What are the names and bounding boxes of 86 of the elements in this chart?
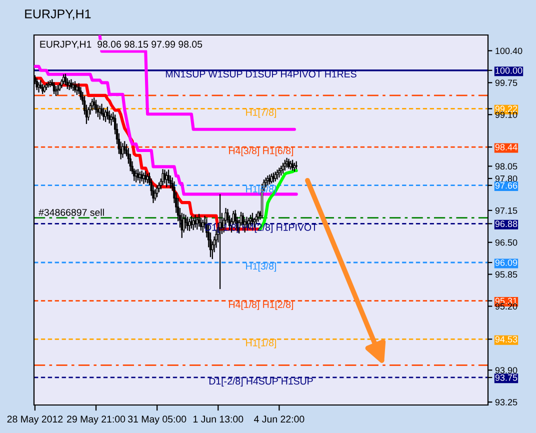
candlestick bbox=[154, 188, 156, 202]
y-tick-label: 94.53 bbox=[495, 336, 518, 343]
candlestick bbox=[92, 96, 96, 110]
candlestick bbox=[164, 169, 166, 184]
candlestick bbox=[266, 174, 269, 186]
y-tick-label: 99.75 bbox=[495, 80, 518, 86]
y-tick-label: 95.85 bbox=[495, 271, 518, 278]
y-tick-label: 93.75 bbox=[495, 374, 518, 381]
candlestick bbox=[104, 109, 107, 123]
candlestick bbox=[257, 210, 260, 222]
candlestick bbox=[49, 80, 52, 88]
candlestick bbox=[122, 142, 124, 158]
y-tick-label: 96.88 bbox=[495, 220, 518, 228]
candlestick bbox=[124, 140, 126, 154]
candlestick bbox=[142, 172, 145, 184]
candlestick bbox=[272, 172, 275, 183]
candlestick bbox=[198, 213, 200, 228]
candlestick bbox=[156, 184, 158, 198]
candlestick bbox=[184, 214, 187, 230]
y-tick-label: 96.09 bbox=[495, 259, 518, 266]
x-tick-label: 31 May 05:00 bbox=[128, 416, 186, 424]
candlestick bbox=[98, 105, 101, 120]
candlestick bbox=[288, 158, 290, 170]
candlestick bbox=[56, 84, 59, 96]
y-tick-label: 97.66 bbox=[495, 182, 518, 189]
candlestick bbox=[140, 170, 143, 182]
candlestick bbox=[87, 106, 90, 122]
candlestick bbox=[41, 84, 44, 95]
candlestick bbox=[166, 171, 168, 188]
candlestick bbox=[102, 107, 105, 122]
candlestick bbox=[52, 82, 56, 95]
ref-line-label: H1[1/8] bbox=[246, 339, 276, 348]
candlestick bbox=[91, 98, 94, 112]
candlestick bbox=[192, 217, 194, 231]
candlestick bbox=[186, 216, 189, 232]
candlestick bbox=[146, 173, 149, 184]
y-tick-label: 97.15 bbox=[495, 207, 518, 214]
y-tick-label: 93.90 bbox=[495, 367, 518, 374]
ref-line-label: H1[3/8] bbox=[246, 262, 276, 272]
candlestick bbox=[194, 214, 196, 228]
ref-line-label: H4[3/8] H1[6/8] bbox=[229, 147, 294, 156]
y-tick-label: 93.25 bbox=[495, 399, 518, 406]
candlestick bbox=[134, 169, 138, 183]
candlestick bbox=[94, 99, 98, 114]
candlestick bbox=[158, 182, 160, 193]
candlestick bbox=[64, 73, 67, 86]
candlestick bbox=[268, 174, 271, 185]
candlestick bbox=[136, 168, 140, 181]
ref-line-label: H4[1/8] H1[2/8] bbox=[229, 300, 294, 310]
candlestick bbox=[276, 169, 278, 180]
candlestick bbox=[100, 103, 103, 116]
text: EURJPY,H1 98.06 98.15 97.99 98.05 bbox=[40, 40, 202, 49]
candlestick bbox=[38, 82, 40, 94]
ref-line-label: H1[7/8] bbox=[246, 108, 276, 118]
y-tick-label: 100.00 bbox=[496, 67, 522, 74]
candlestick bbox=[106, 106, 109, 120]
x-tick-label: 4 Jun 22:00 bbox=[254, 416, 304, 423]
candlestick bbox=[280, 165, 282, 176]
candlestick bbox=[255, 213, 258, 224]
candlestick bbox=[200, 217, 202, 232]
x-tick-label: 28 May 2012 bbox=[7, 416, 63, 424]
x-tick-label: 1 Jun 13:00 bbox=[193, 416, 244, 423]
candlestick bbox=[144, 170, 147, 183]
annotation: #34866897 sell bbox=[38, 208, 104, 216]
candlestick bbox=[70, 78, 72, 90]
candlestick bbox=[68, 80, 70, 91]
candlestick bbox=[270, 173, 273, 184]
candlestick bbox=[162, 168, 164, 186]
y-tick-label: 98.05 bbox=[495, 163, 518, 170]
candlestick bbox=[62, 74, 65, 85]
candlestick bbox=[278, 167, 280, 178]
candlestick bbox=[282, 162, 284, 174]
candlestick bbox=[286, 157, 288, 168]
candlestick bbox=[110, 113, 112, 126]
ref-line-label: D1[-2/8] H4SUP H1SUP bbox=[209, 377, 313, 387]
candlestick bbox=[188, 218, 191, 232]
candlestick bbox=[274, 171, 276, 182]
chart-title: EURJPY,H1 bbox=[25, 10, 91, 20]
y-tick-label: 99.22 bbox=[495, 106, 518, 112]
candlestick bbox=[251, 212, 254, 226]
candlestick bbox=[196, 216, 198, 230]
x-tick-label: 29 May 21:00 bbox=[67, 416, 126, 424]
y-tick-label: 96.50 bbox=[495, 239, 518, 246]
candlestick bbox=[54, 86, 58, 96]
y-tick-label: 98.44 bbox=[495, 144, 518, 150]
y-tick-label: 100.40 bbox=[496, 48, 522, 54]
